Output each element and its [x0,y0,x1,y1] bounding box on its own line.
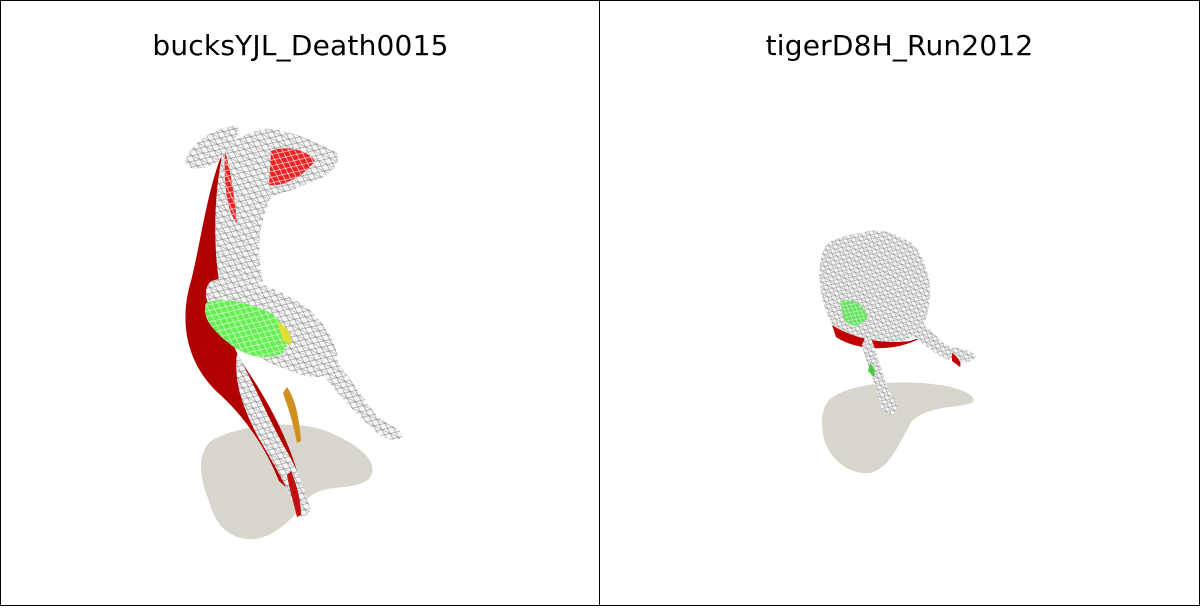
panel-left: bucksYJL_Death0015 [0,0,601,606]
tiger-head [845,230,910,286]
buck-neck [215,128,339,293]
panel-title-right: tigerD8H_Run2012 [765,29,1034,62]
buck-ear [185,125,239,169]
panel-right: tigerD8H_Run2012 [599,0,1200,606]
buck-green-patch [204,300,287,358]
buck-front-leg [313,331,403,440]
tiger-front-leg [900,301,976,363]
buck-render [185,125,403,540]
tiger-hind-leg [862,331,898,415]
buck-flank [185,151,301,501]
tiger-render [819,230,976,474]
tiger-shadow [822,382,974,474]
panel-title-left: bucksYJL_Death0015 [152,29,449,62]
